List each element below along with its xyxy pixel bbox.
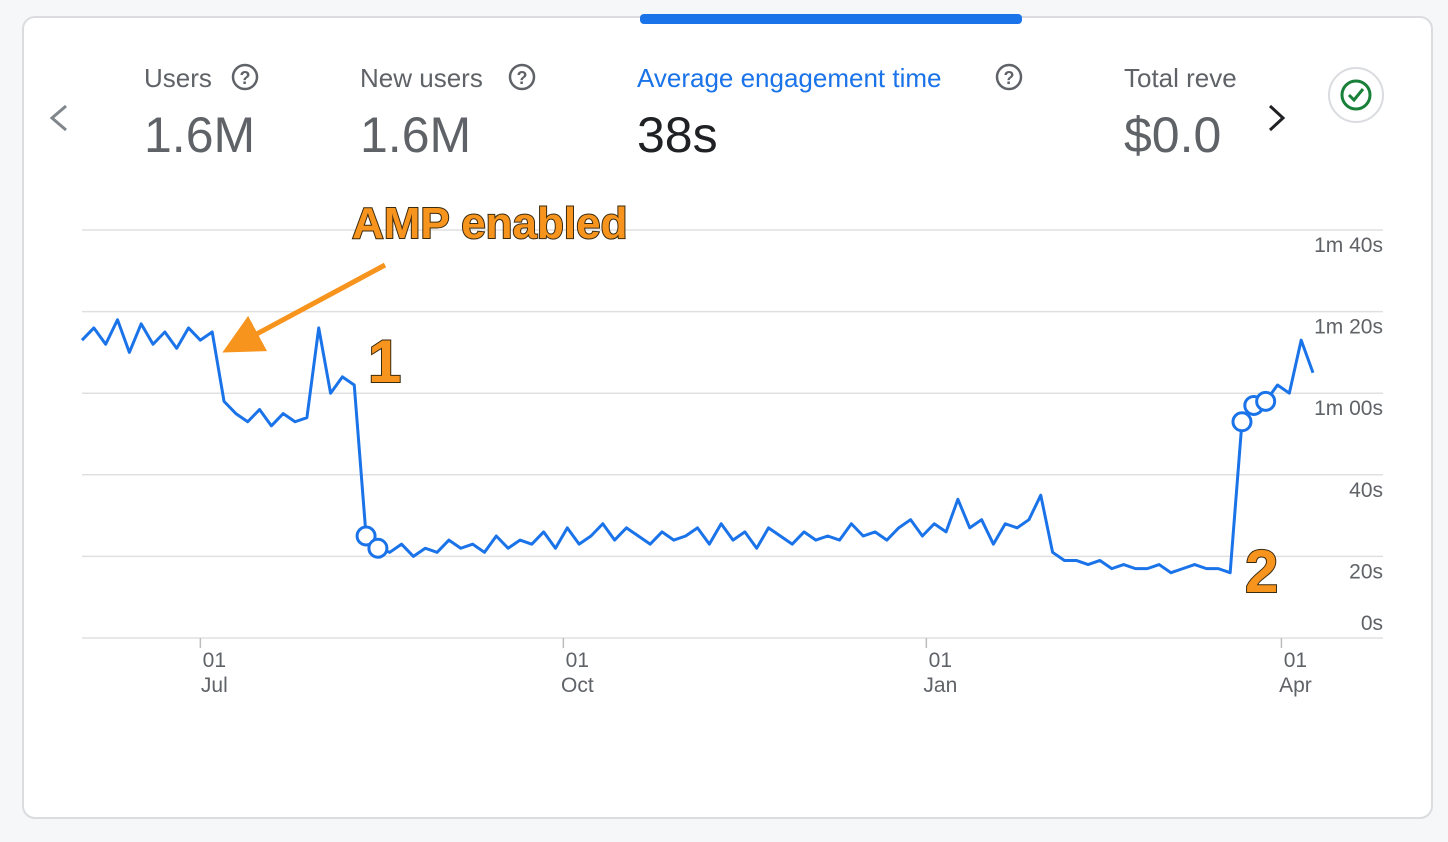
x-tick-label: 01 Oct <box>561 649 594 697</box>
help-glyph: ? <box>1004 68 1015 88</box>
help-icon[interactable] <box>231 63 259 91</box>
y-tick-label: 20s <box>1349 560 1383 583</box>
tab-value: 38s <box>637 107 718 163</box>
y-tick-label: 1m 40s <box>1314 234 1383 257</box>
help-glyph: ? <box>517 68 528 88</box>
y-tick-label: 0s <box>1361 612 1383 635</box>
annotation: AMP enabled <box>352 199 627 248</box>
plot: 0s 20s 40s 1m 00s 1m 20s 1m 40s <box>80 229 1383 648</box>
tab[interactable]: Average engagement time 38s ? <box>637 63 1023 163</box>
data-line <box>80 318 1315 575</box>
help-icon[interactable] <box>995 63 1023 91</box>
check-icon <box>1340 79 1372 111</box>
tab-label: Average engagement time <box>637 63 942 93</box>
help-icon[interactable] <box>508 63 536 91</box>
y-tick-label: 1m 20s <box>1314 316 1383 339</box>
tab-value: 1.6M <box>360 107 471 163</box>
tab-label: Users <box>144 63 212 93</box>
selected-tab-indicator <box>640 14 1022 24</box>
tab-label: New users <box>360 63 483 93</box>
annotation-arrow <box>222 262 387 353</box>
status-button[interactable] <box>1328 67 1384 123</box>
x-tick-label: 01 Jul <box>200 649 228 697</box>
annotation: 2 <box>1245 538 1278 605</box>
tab[interactable]: New users 1.6M ? <box>360 63 536 163</box>
help-glyph: ? <box>240 68 251 88</box>
x-tick-label: 01 Apr <box>1279 649 1312 697</box>
y-tick-label: 40s <box>1349 479 1383 502</box>
check-mark <box>1347 88 1365 103</box>
anomaly-marker <box>367 537 389 559</box>
prev-arrow[interactable] <box>49 104 67 132</box>
anomaly-marker <box>355 525 377 547</box>
x-tick-label: 01 Jan <box>923 649 958 697</box>
anomaly-marker <box>1255 390 1277 412</box>
next-arrow[interactable] <box>1268 104 1286 132</box>
tab-value: $0.0 <box>1124 107 1221 163</box>
tab[interactable]: Total reve $0.0 <box>1124 63 1237 163</box>
annotation: 1 <box>368 328 401 395</box>
tab-label: Total reve <box>1124 63 1237 93</box>
anomaly-marker <box>1231 411 1253 433</box>
tab-value: 1.6M <box>144 107 255 163</box>
y-tick-label: 1m 00s <box>1314 397 1383 420</box>
tab[interactable]: Users 1.6M ? <box>144 63 259 163</box>
